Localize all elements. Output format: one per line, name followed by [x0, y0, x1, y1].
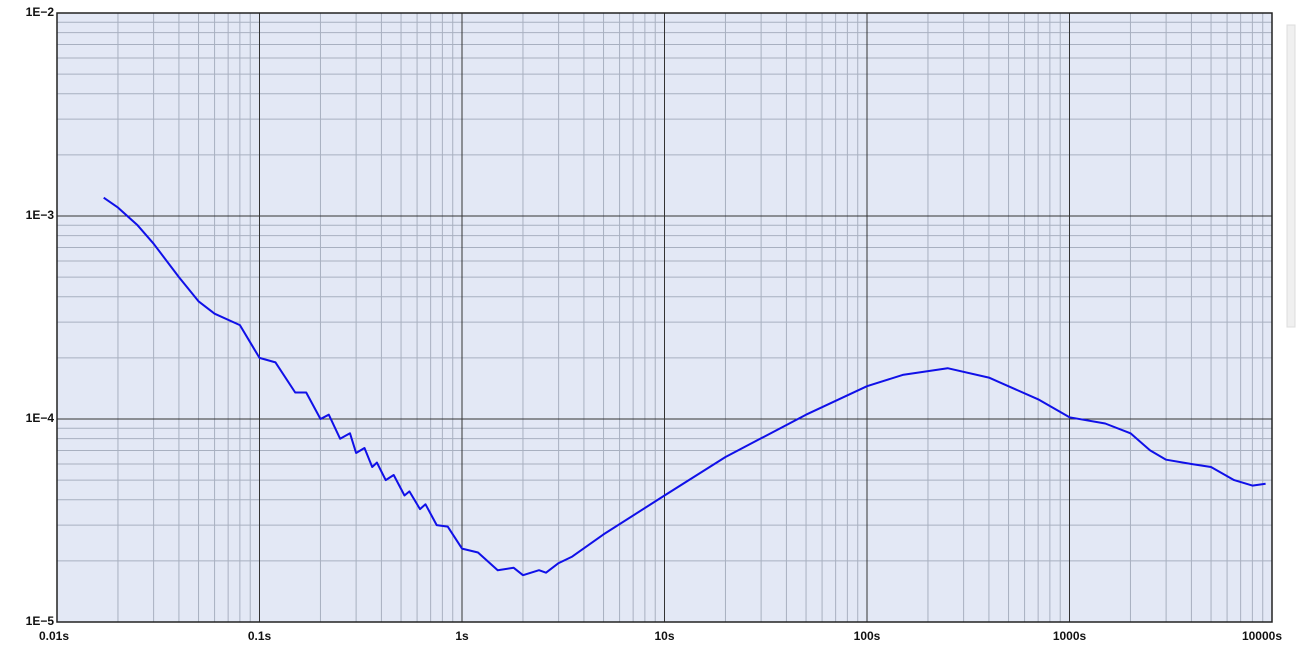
y-tick-label: 1E−2: [26, 5, 55, 19]
x-tick-label: 0.1s: [248, 629, 272, 643]
scrollbar[interactable]: [1286, 24, 1296, 328]
plot-border: [56, 12, 1273, 623]
x-tick-label: 1s: [455, 629, 469, 643]
x-tick-label: 10000s: [1242, 629, 1282, 643]
x-tick-label: 100s: [854, 629, 881, 643]
x-tick-label: 0.01s: [39, 629, 69, 643]
y-tick-label: 1E−5: [26, 614, 55, 628]
data-line: [103, 196, 1266, 577]
y-tick-label: 1E−3: [26, 208, 55, 222]
x-tick-label: 10s: [654, 629, 674, 643]
y-tick-label: 1E−4: [26, 411, 55, 425]
x-tick-label: 1000s: [1053, 629, 1087, 643]
